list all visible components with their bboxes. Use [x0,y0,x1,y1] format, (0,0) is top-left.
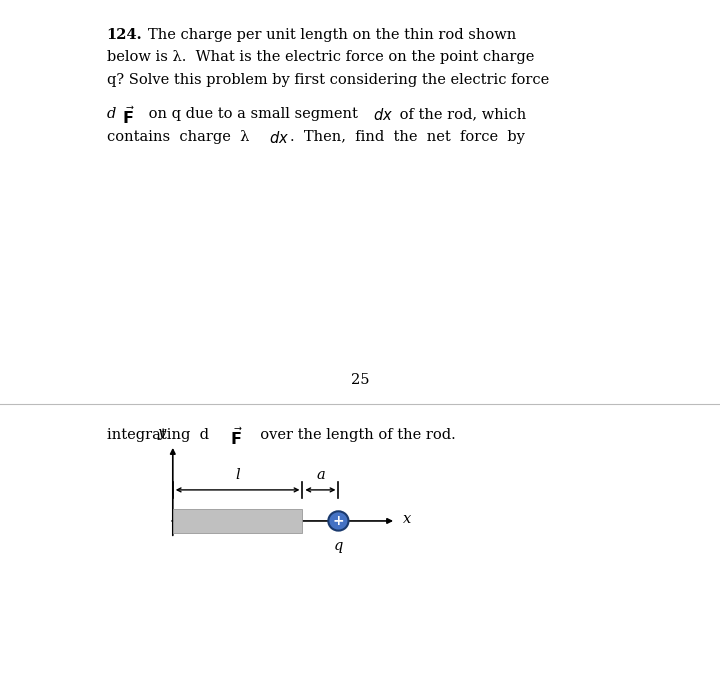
Text: l: l [235,468,240,482]
Text: $dx$: $dx$ [269,130,289,146]
Text: The charge per unit length on the thin rod shown: The charge per unit length on the thin r… [148,28,516,41]
Bar [173,509,302,533]
Text: $\vec{\mathbf{F}}$: $\vec{\mathbf{F}}$ [230,428,243,449]
Text: a: a [316,468,325,482]
Text: $dx$: $dx$ [373,107,393,123]
Text: $\vec{\mathbf{F}}$: $\vec{\mathbf{F}}$ [122,107,135,128]
Text: q? Solve this problem by first considering the electric force: q? Solve this problem by first consideri… [107,73,549,87]
Text: 124.: 124. [107,28,142,41]
Text: x: x [403,512,411,526]
Text: +: + [333,514,344,528]
Text: on q due to a small segment: on q due to a small segment [144,107,358,121]
Text: below is λ.  What is the electric force on the point charge: below is λ. What is the electric force o… [107,50,534,64]
Text: d: d [107,107,116,121]
Text: q: q [333,539,343,553]
Text: over the length of the rod.: over the length of the rod. [251,428,455,442]
Text: of the rod, which: of the rod, which [395,107,526,121]
Circle shape [328,511,348,531]
Text: contains  charge  λ: contains charge λ [107,130,249,144]
Text: integrating  d: integrating d [107,428,209,442]
Text: y: y [158,426,166,440]
Text: 25: 25 [351,373,369,386]
Text: .  Then,  find  the  net  force  by: . Then, find the net force by [290,130,525,144]
